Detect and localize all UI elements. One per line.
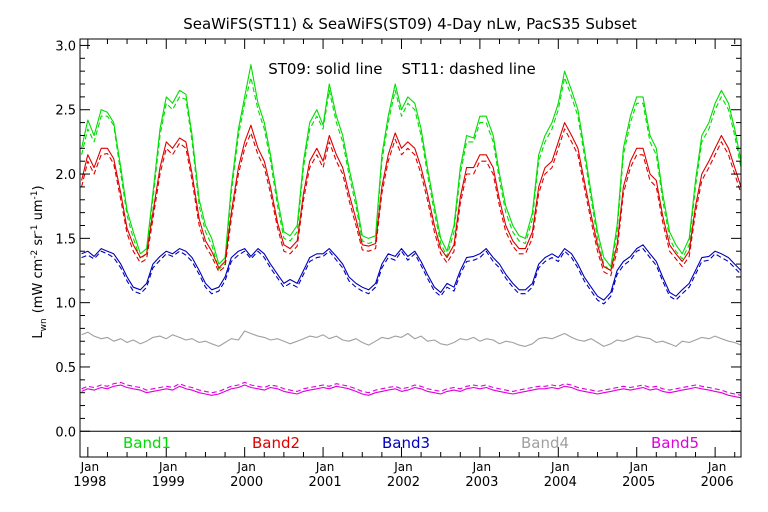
x-tick-year-label: 2000: [230, 475, 263, 490]
series-line-band2-dashed: [81, 128, 742, 277]
y-tick-label: 2.0: [55, 168, 76, 183]
x-tick-year-label: 2005: [622, 475, 655, 490]
y-tick-label: 1.0: [55, 297, 76, 312]
legend-label-band5: Band5: [651, 434, 699, 452]
x-tick-month-label: Jan: [393, 460, 413, 474]
x-tick-month-label: Jan: [472, 460, 492, 474]
x-tick-year-label: 2006: [701, 475, 734, 490]
x-tick-year-label: 1998: [73, 475, 106, 490]
series-line-band4-solid: [81, 330, 742, 347]
x-tick-year-label: 1999: [152, 475, 185, 490]
y-axis-label-mid2: um: [31, 199, 46, 224]
x-tick-year-label: 2004: [544, 475, 577, 490]
y-axis-label-exp2: -1: [30, 225, 40, 234]
y-tick-label: 1.5: [55, 232, 76, 247]
series-line-band2-solid: [81, 122, 742, 272]
y-tick-label: 0.5: [55, 361, 76, 376]
x-tick-month-label: Jan: [315, 460, 335, 474]
y-axis-label-mid: sr: [31, 233, 46, 250]
y-axis-label-close: ): [31, 185, 46, 190]
y-tick-label: 0.0: [55, 425, 76, 440]
y-tick-label: 2.5: [55, 104, 76, 119]
x-tick-month-label: Jan: [80, 460, 100, 474]
series-line-band3-dashed: [81, 248, 742, 305]
series-line-band1-solid: [81, 64, 742, 268]
legend-label-band4: Band4: [521, 434, 569, 452]
y-axis-label-sub: wn: [39, 318, 49, 331]
y-tick-label: 3.0: [55, 39, 76, 54]
y-axis-label-exp1: -2: [30, 250, 40, 259]
x-tick-month-label: Jan: [628, 460, 648, 474]
x-tick-year-label: 2003: [465, 475, 498, 490]
plot-frame: [79, 38, 742, 458]
series-line-band5-dashed: [81, 381, 742, 396]
legend-label-band1: Band1: [123, 434, 171, 452]
y-axis-label: Lwn(mW cm-2 sr-1 um-1): [30, 185, 49, 338]
x-tick-year-label: 2001: [309, 475, 342, 490]
legend-label-band3: Band3: [382, 434, 430, 452]
chart-title: SeaWiFS(ST11) & SeaWiFS(ST09) 4-Day nLw,…: [183, 15, 637, 33]
y-axis-label-main: L: [31, 331, 46, 339]
series-line-band1-dashed: [81, 77, 742, 273]
x-tick-month-label: Jan: [550, 460, 570, 474]
x-tick-year-label: 2002: [387, 475, 420, 490]
x-tick-month-label: Jan: [236, 460, 256, 474]
plot-layer: 0.00.51.01.52.02.53.0Jan1998Jan1999Jan20…: [55, 38, 742, 490]
series-line-band3-solid: [81, 244, 742, 301]
line-style-annotation: ST09: solid line ST11: dashed line: [268, 60, 536, 78]
x-tick-month-label: Jan: [158, 460, 178, 474]
y-axis-label-exp3: -1: [30, 190, 40, 199]
series-line-band5-solid: [81, 384, 742, 399]
x-tick-month-label: Jan: [707, 460, 727, 474]
legend-label-band2: Band2: [252, 434, 300, 452]
y-axis-label-units: (mW cm: [31, 259, 46, 314]
